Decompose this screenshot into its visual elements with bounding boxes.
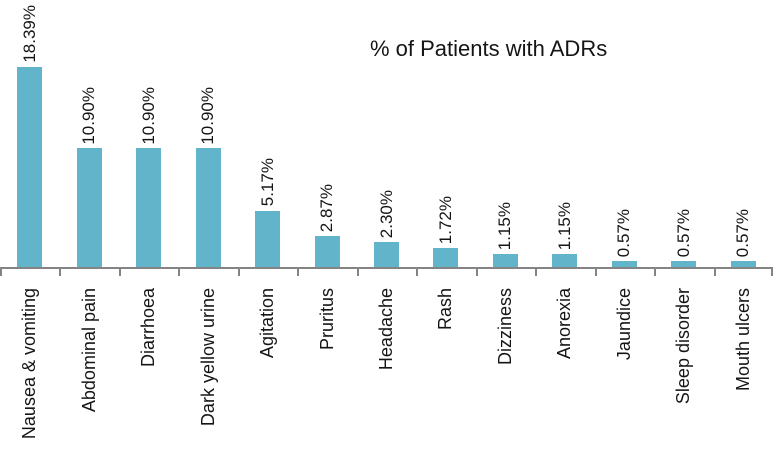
bar <box>195 148 221 267</box>
category-label: Pruritus <box>316 288 337 351</box>
axis-tick <box>475 267 478 276</box>
axis-tick <box>118 267 121 276</box>
bar <box>374 241 399 267</box>
bar <box>492 254 518 267</box>
axis-tick <box>594 267 597 276</box>
chart-title: % of Patients with ADRs <box>370 36 608 61</box>
category-label: Anorexia <box>554 288 575 360</box>
axis-tick <box>771 267 773 276</box>
category-label: Dizziness <box>494 288 515 366</box>
axis-tick <box>178 267 181 276</box>
value-label: 2.30% <box>376 189 396 238</box>
axis-tick <box>59 267 62 276</box>
category-label: Agitation <box>257 288 278 359</box>
axis-tick <box>535 267 538 276</box>
value-label: 1.15% <box>495 202 515 251</box>
bar <box>17 66 43 267</box>
value-label: 0.57% <box>614 208 634 257</box>
bar <box>611 260 637 267</box>
category-label: Jaundice <box>613 288 634 361</box>
plot-area: 18.39% 10.90% 10.90% 10.90% 5.17% 2.87% 2.30% 1… <box>17 4 756 267</box>
category-label: Diarrhoea <box>138 288 159 368</box>
axis-tick <box>297 267 300 276</box>
axis-tick <box>713 267 716 276</box>
bar <box>76 148 102 267</box>
bar <box>314 235 340 267</box>
value-label: 5.17% <box>257 158 277 207</box>
category-label: Headache <box>376 288 396 371</box>
value-label: 10.90% <box>138 86 158 145</box>
axis-tick <box>356 267 359 276</box>
bar <box>730 260 756 267</box>
bar <box>433 248 459 267</box>
category-label: Nausea & vomiting <box>19 288 40 440</box>
value-label: 1.15% <box>554 202 574 251</box>
bar <box>552 254 578 267</box>
value-label: 2.87% <box>317 183 337 232</box>
value-label: 0.57% <box>733 208 753 257</box>
value-label: 10.90% <box>79 86 99 145</box>
axis-tick <box>237 267 240 276</box>
bar <box>255 210 281 267</box>
category-label: Sleep disorder <box>673 288 694 405</box>
value-label: 18.39% <box>19 4 39 63</box>
axis-tick <box>654 267 657 276</box>
bar <box>671 260 697 267</box>
value-label: 0.57% <box>673 208 693 257</box>
axis-tick <box>416 267 419 276</box>
bar <box>136 148 162 267</box>
category-label: Dark yellow urine <box>197 288 218 427</box>
category-label: Mouth ulcers <box>732 288 753 392</box>
x-axis-line <box>0 267 773 269</box>
axis-tick <box>0 267 2 276</box>
category-label: Rash <box>435 288 456 331</box>
value-label: 10.90% <box>198 86 218 145</box>
category-label: Abdominal pain <box>78 288 99 413</box>
value-label: 1.72% <box>435 196 455 245</box>
